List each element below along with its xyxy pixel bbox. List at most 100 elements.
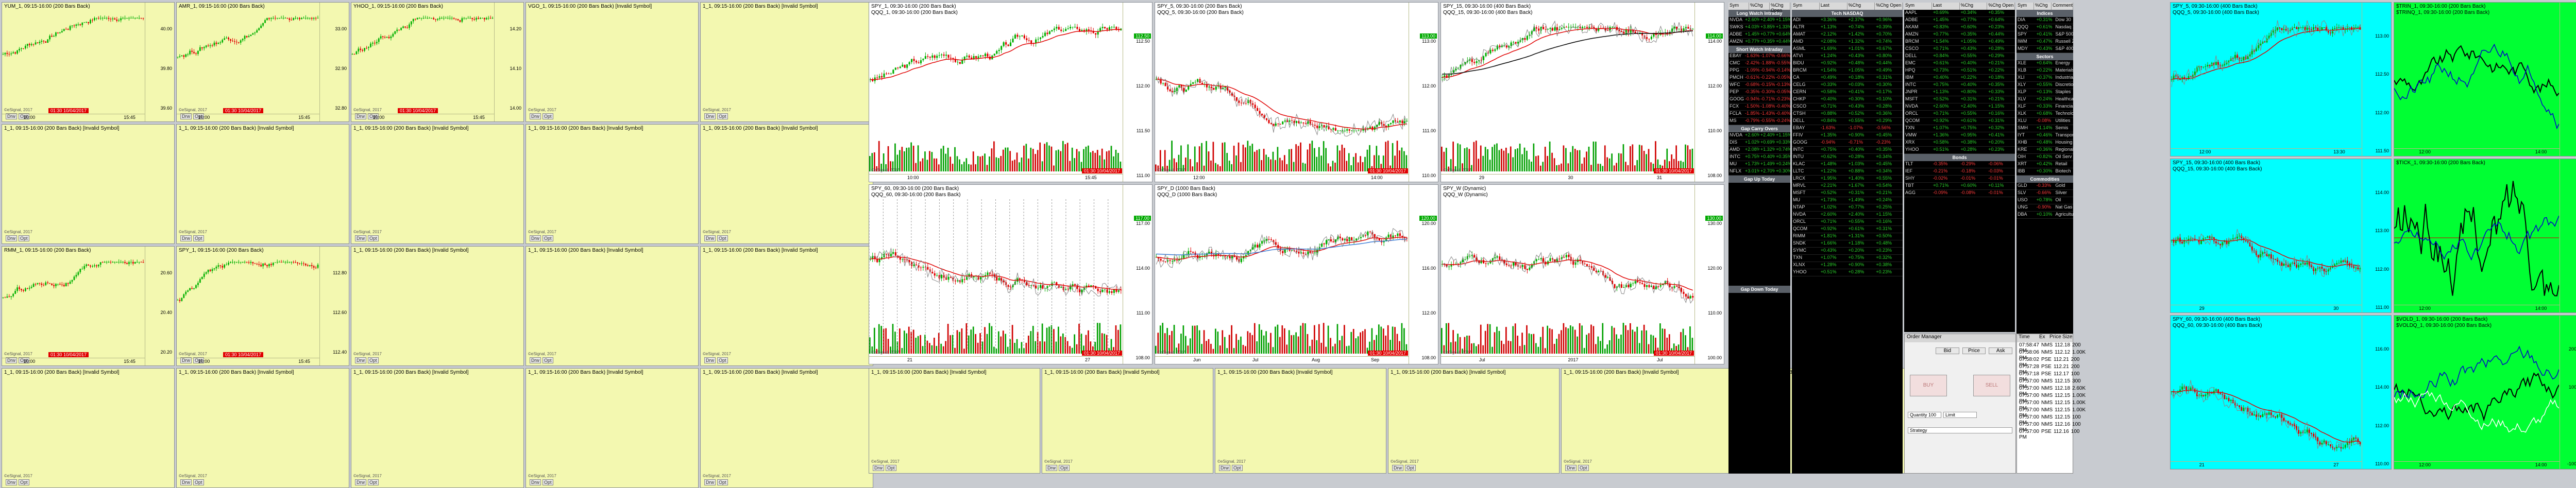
options-button[interactable]: Opt bbox=[717, 357, 728, 363]
quote-row[interactable]: PMCH -0.61% -0.22% -0.05% bbox=[1728, 75, 1790, 82]
spy-chart-panel[interactable]: SPY_5, 09:30-16:00 (200 Bars Back) QQQ_5,… bbox=[1155, 2, 1438, 182]
quote-row[interactable]: INTU +0.62% +0.28% +0.34% bbox=[1792, 154, 1903, 161]
internals-chart-panel[interactable]: $VOLD_1, 09:30-16:00 (200 Bars Back) $VOL… bbox=[2394, 315, 2576, 469]
quote-row[interactable]: DELL +0.84% +0.55% +0.29% bbox=[1904, 53, 2015, 60]
quote-row[interactable]: TLT -0.35% -0.29% -0.06% bbox=[1904, 161, 2015, 168]
quote-row[interactable]: AMAT +2.12% +1.42% +0.70% bbox=[1792, 31, 1903, 39]
draw-button[interactable]: Drw bbox=[355, 113, 366, 119]
quote-row[interactable]: FCX -1.50% -1.08% -0.40% bbox=[1728, 103, 1790, 111]
options-button[interactable]: Opt bbox=[368, 113, 379, 119]
draw-button[interactable]: Drw bbox=[530, 479, 541, 485]
quote-row[interactable]: DIA +0.31% Dow 30 bbox=[2016, 17, 2073, 24]
options-button[interactable]: Opt bbox=[193, 113, 204, 119]
spy-chart-panel[interactable]: SPY_W (Dynamic) QQQ_W (Dynamic) 130.00 120.… bbox=[1440, 184, 1724, 364]
quote-row[interactable]: MSFT +0.52% +0.31% +0.21% bbox=[1904, 96, 2015, 103]
options-button[interactable]: Opt bbox=[543, 479, 553, 485]
spy-chart-panel[interactable]: SPY_60, 09:30-16:00 (200 Bars Back) QQQ_6… bbox=[869, 184, 1153, 364]
quote-row[interactable]: QQQ+0.61%Nasdaq 100 bbox=[2016, 24, 2073, 31]
stock-chart-panel[interactable]: 1_1, 09:15-16:00 (200 Bars Back) [Invali… bbox=[351, 246, 524, 366]
draw-button[interactable]: Drw bbox=[1392, 465, 1403, 471]
options-button[interactable]: Opt bbox=[543, 235, 553, 241]
draw-button[interactable]: Drw bbox=[6, 113, 17, 119]
options-button[interactable]: Opt bbox=[19, 479, 29, 485]
quote-row[interactable]: OIH +0.82% Oil Serv bbox=[2016, 154, 2073, 161]
quote-row[interactable]: MDY +0.43% S&P 400 bbox=[2016, 46, 2073, 53]
options-button[interactable]: Opt bbox=[193, 479, 204, 485]
quote-row[interactable]: ADBE +1.45% +0.77% +0.64% bbox=[1728, 31, 1790, 39]
quote-row[interactable]: ATVI +1.24% +0.43% +0.80% bbox=[1792, 53, 1903, 60]
draw-button[interactable]: Drw bbox=[873, 465, 884, 471]
spy-chart-panel[interactable]: SPY_15, 09:30-16:00 (400 Bars Back) QQQ_1… bbox=[1440, 2, 1724, 182]
quote-row[interactable]: QCOM +0.92% +0.61% +0.31% bbox=[1904, 118, 2015, 125]
quote-row[interactable]: YHOO +0.51% +0.28% +0.23% bbox=[1792, 269, 1903, 276]
quote-row[interactable]: NVDA +2.60% +2.40% +1.15% bbox=[1792, 212, 1903, 219]
options-button[interactable]: Opt bbox=[717, 235, 728, 241]
quote-row[interactable]: ORCL +0.71% +0.55% +0.16% bbox=[1792, 219, 1903, 226]
draw-button[interactable]: Drw bbox=[704, 235, 716, 241]
quote-row[interactable]: INTC +0.75% +0.40% +0.35% bbox=[1904, 82, 2015, 89]
quote-row[interactable]: DBA+0.10%Agriculture bbox=[2016, 212, 2073, 219]
quote-row[interactable]: CA +0.49% +0.18% +0.31% bbox=[1792, 75, 1903, 82]
buy-button[interactable]: BUY bbox=[1910, 375, 1947, 396]
quote-row[interactable]: EMC +0.61% +0.40% +0.21% bbox=[1904, 60, 2015, 67]
options-button[interactable]: Opt bbox=[368, 357, 379, 363]
strategy-select[interactable]: Strategy bbox=[1908, 427, 2012, 433]
quote-row[interactable]: XLNX +1.28% +0.90% +0.38% bbox=[1792, 262, 1903, 269]
quote-row[interactable]: CELG +0.33% +0.03% +0.30% bbox=[1792, 82, 1903, 89]
quote-row[interactable]: HPQ +0.73% +0.51% +0.22% bbox=[1904, 67, 2015, 75]
quote-row[interactable]: FCLA -1.85% -1.43% -0.40% bbox=[1728, 111, 1790, 118]
quote-row[interactable]: JNPR +1.13% +0.80% +0.33% bbox=[1904, 89, 2015, 96]
quote-row[interactable]: SHY -0.02% -0.01% -0.01% bbox=[1904, 176, 2015, 183]
stock-chart-panel[interactable]: 1_1, 09:15-16:00 (200 Bars Back) [Invali… bbox=[869, 368, 1040, 474]
quote-row[interactable]: QCOM +0.92% +0.61% +0.31% bbox=[1792, 226, 1903, 233]
options-button[interactable]: Opt bbox=[193, 235, 204, 241]
quote-row[interactable]: IBM +0.40% +0.22% +0.18% bbox=[1904, 75, 2015, 82]
options-button[interactable]: Opt bbox=[193, 357, 204, 363]
quote-row[interactable]: EBAY -1.63% -1.07% -0.56% bbox=[1792, 125, 1903, 132]
quote-row[interactable]: XLK+0.68%Technology bbox=[2016, 111, 2073, 118]
quote-row[interactable]: NTAP +1.02% +0.77% +0.25% bbox=[1792, 204, 1903, 212]
sell-button[interactable]: SELL bbox=[1973, 375, 2010, 396]
quote-row[interactable]: XLF+0.33%Financials bbox=[2016, 103, 2073, 111]
quote-row[interactable]: NVDA +2.60% +2.40% +1.15% bbox=[1904, 103, 2015, 111]
quote-row[interactable]: AKAM +0.83% +0.60% +0.23% bbox=[1904, 24, 2015, 31]
quote-row[interactable]: INTC +0.75% +0.40% +0.35% bbox=[1792, 147, 1903, 154]
options-button[interactable]: Opt bbox=[368, 479, 379, 485]
stock-chart-panel[interactable]: 1_1, 09:15-16:00 (200 Bars Back) [Invali… bbox=[176, 368, 349, 488]
options-button[interactable]: Opt bbox=[368, 235, 379, 241]
quote-row[interactable]: SWKS +4.03% +3.85% +1.33% bbox=[1728, 24, 1790, 31]
stock-chart-panel[interactable]: YHOO_1, 09:15-16:00 (200 Bars Back) ©eSig… bbox=[351, 2, 524, 122]
quote-row[interactable]: NFLX +3.01% +2.70% +0.30% bbox=[1728, 168, 1790, 176]
quote-row[interactable]: XHB +0.48% Housing bbox=[2016, 140, 2073, 147]
draw-button[interactable]: Drw bbox=[6, 357, 17, 363]
quote-row[interactable]: VMW +1.36% +0.95% +0.41% bbox=[1904, 132, 2015, 140]
options-button[interactable]: Opt bbox=[19, 235, 29, 241]
quote-row[interactable]: FFIV +1.35% +0.90% +0.45% bbox=[1792, 132, 1903, 140]
quote-row[interactable]: RIMM +1.81% +1.31% +0.50% bbox=[1792, 233, 1903, 240]
order-type-select[interactable]: Limit bbox=[1943, 412, 1977, 418]
quote-row[interactable]: BRCM +1.54% +1.05% +0.49% bbox=[1792, 67, 1903, 75]
draw-button[interactable]: Drw bbox=[355, 357, 366, 363]
quote-row[interactable]: CHKP +0.40% +0.30% +0.10% bbox=[1792, 96, 1903, 103]
stock-chart-panel[interactable]: 1_1, 09:15-16:00 (200 Bars Back) [Invali… bbox=[700, 368, 873, 488]
draw-button[interactable]: Drw bbox=[1219, 465, 1230, 471]
quote-row[interactable]: MSFT +0.52% +0.31% +0.21% bbox=[1792, 190, 1903, 197]
cyan-chart-panel[interactable]: SPY_60, 09:30-16:00 (400 Bars Back) QQQ_6… bbox=[2170, 315, 2392, 469]
stock-chart-panel[interactable]: 1_1, 09:15-16:00 (200 Bars Back) [Invali… bbox=[700, 2, 873, 122]
quote-row[interactable]: BRCM +1.54% +1.05% +0.49% bbox=[1904, 39, 2015, 46]
quote-row[interactable]: MU +1.73% +1.49% +0.24% bbox=[1728, 161, 1790, 168]
quote-row[interactable]: ASML +1.69% +1.01% +0.67% bbox=[1792, 46, 1903, 53]
draw-button[interactable]: Drw bbox=[355, 235, 366, 241]
quote-row[interactable]: AMD +2.08% +1.32% +0.74% bbox=[1792, 39, 1903, 46]
quote-row[interactable]: XLU -0.08% Utilities bbox=[2016, 118, 2073, 125]
quote-row[interactable]: CSCO +0.71% +0.43% +0.28% bbox=[1792, 103, 1903, 111]
ask-tab[interactable]: Ask bbox=[1989, 347, 2013, 354]
quote-row[interactable]: USO +0.78% Oil bbox=[2016, 197, 2073, 204]
stock-chart-panel[interactable]: 1_1, 09:15-16:00 (200 Bars Back) [Invali… bbox=[2, 368, 175, 488]
stock-chart-panel[interactable]: 1_1, 09:15-16:00 (200 Bars Back) [Invali… bbox=[700, 124, 873, 244]
quote-row[interactable]: XLB +0.22% Materials bbox=[2016, 67, 2073, 75]
stock-chart-panel[interactable]: 1_1, 09:15-16:00 (200 Bars Back) [Invali… bbox=[351, 368, 524, 488]
stock-chart-panel[interactable]: 1_1, 09:15-16:00 (200 Bars Back) [Invali… bbox=[2, 124, 175, 244]
options-button[interactable]: Opt bbox=[1232, 465, 1243, 471]
